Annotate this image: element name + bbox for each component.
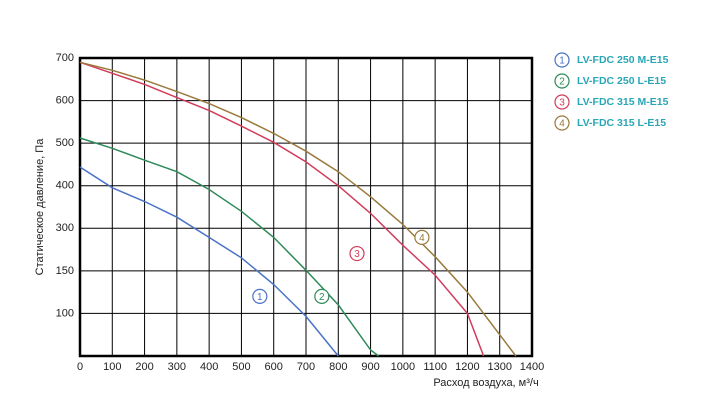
y-tick-label: 500 <box>56 137 74 149</box>
x-tick-label: 200 <box>135 361 153 373</box>
legend-marker <box>554 94 570 110</box>
legend-label: LV-FDC 250 L-E15 <box>577 75 666 87</box>
series-line <box>79 137 380 357</box>
series-line <box>79 61 485 357</box>
legend-marker <box>554 52 570 68</box>
x-tick-label: 0 <box>77 361 83 373</box>
y-axis-label: Статическое давление, Па <box>34 138 46 276</box>
annotation-circle <box>349 245 365 262</box>
annotation: 4 <box>419 233 425 244</box>
x-tick-label: 1200 <box>455 361 479 373</box>
annotation-circle <box>414 229 430 245</box>
legend-marker <box>554 73 570 89</box>
series-line <box>79 61 517 357</box>
x-tick-label: 1100 <box>423 361 447 373</box>
x-tick-label: 100 <box>103 361 121 373</box>
y-tick-label: 700 <box>56 52 74 64</box>
y-tick-label: 400 <box>56 180 74 192</box>
series-line <box>79 166 339 357</box>
x-tick-label: 700 <box>297 361 315 373</box>
y-tick-label: 100 <box>56 307 74 319</box>
y-tick-label: 600 <box>56 94 74 106</box>
x-tick-label: 1400 <box>520 361 544 373</box>
legend-marker-label: 2 <box>559 77 565 88</box>
legend-marker-label: 1 <box>559 56 565 67</box>
plot-frame <box>78 56 534 358</box>
annotation: 1 <box>257 292 263 303</box>
legend-label: LV-FDC 250 M-E15 <box>577 54 669 66</box>
annotation: 3 <box>354 249 360 260</box>
legend-label: LV-FDC 315 M-E15 <box>577 96 669 108</box>
x-tick-label: 1000 <box>391 361 415 373</box>
y-tick-label: 300 <box>56 222 74 234</box>
legend-marker-label: 4 <box>559 119 565 130</box>
legend-marker <box>554 115 570 131</box>
x-tick-label: 600 <box>265 361 283 373</box>
annotation: 2 <box>319 292 325 303</box>
annotation-circle <box>314 288 330 304</box>
x-axis-label: Расход воздуха, м³/ч <box>433 377 538 389</box>
x-tick-label: 800 <box>329 361 347 373</box>
x-tick-label: 1300 <box>487 361 511 373</box>
x-tick-label: 500 <box>232 361 250 373</box>
legend-marker-label: 3 <box>559 98 565 109</box>
y-tick-label: 150 <box>56 265 74 277</box>
x-tick-label: 900 <box>361 361 379 373</box>
x-tick-label: 400 <box>200 361 218 373</box>
legend-label: LV-FDC 315 L-E15 <box>577 117 666 129</box>
annotation-circle <box>252 288 268 304</box>
x-tick-label: 300 <box>168 361 186 373</box>
